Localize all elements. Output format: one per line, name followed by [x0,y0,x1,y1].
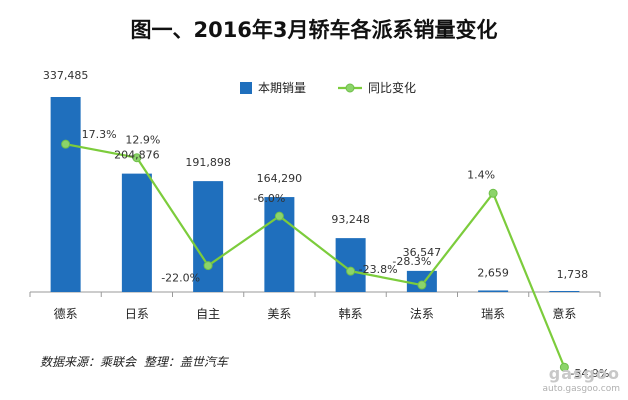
line-point [346,266,356,276]
source-note: 数据来源：乘联会 整理：盖世汽车 [40,353,232,370]
legend-line-marker [345,83,355,93]
bar-value-label: 191,898 [185,156,231,169]
line-value-label: -6.0% [253,192,285,205]
line-point [274,211,284,221]
watermark-url: auto.gasgoo.com [542,384,620,394]
legend: 本期销量 同比变化 [240,80,416,95]
x-tick-label: 意系 [552,306,576,321]
line-path [65,143,566,368]
bar [549,290,580,292]
line-point [203,261,213,271]
bar [50,97,81,292]
source-label: 数据来源：乘联会 [40,355,137,369]
line-value-label: 12.9% [125,134,160,147]
bar [193,181,224,292]
data-labels: 337,485 204,876 191,898 164,290 93,248 36,547… [43,69,609,380]
bar-value-label: 36,547 [403,246,442,259]
bar-series [50,97,580,292]
compiler-label: 整理：盖世汽车 [143,355,228,369]
bar [121,173,152,292]
line-value-label: -22.0% [161,272,200,285]
bar-value-label: 1,738 [557,268,589,281]
bar-value-label: 164,290 [257,172,303,185]
bar [264,197,295,292]
line-value-label: -28.3% [392,255,431,268]
watermark-logo: gasgoo [548,364,620,383]
x-axis: 德系 日系 自主 美系 韩系 法系 瑞系 意系 [29,291,601,321]
x-tick-label: 美系 [267,307,291,321]
legend-bar-swatch [240,82,252,94]
line-point [488,188,498,198]
watermark: gasgoo auto.gasgoo.com [528,360,620,394]
bar-value-label: 93,248 [331,213,370,226]
x-tick-label: 韩系 [339,306,363,321]
line-point [61,139,71,149]
line-value-label: -23.8% [359,263,398,276]
x-tick-label: 自主 [196,307,220,321]
legend-line-label: 同比变化 [368,80,416,95]
line-point [132,153,142,163]
x-tick-label: 法系 [410,307,434,321]
bar-value-label: 337,485 [43,69,89,82]
chart-title: 图一、2016年3月轿车各派系销量变化 [130,18,498,42]
x-tick-label: 日系 [125,307,149,321]
bar [335,238,366,292]
bar-value-label: 2,659 [477,266,509,279]
line-value-label: 17.3% [82,128,117,141]
line-point [417,280,427,290]
bar [478,290,509,292]
bar-value-label: 204,876 [114,149,160,162]
legend-bar-label: 本期销量 [258,81,306,95]
x-tick-label: 瑞系 [481,307,505,321]
line-value-label: -54.9% [570,367,609,380]
line-point [559,362,569,372]
x-tick-label: 德系 [54,306,78,321]
line-series [61,139,569,372]
line-value-label: 1.4% [467,168,495,181]
